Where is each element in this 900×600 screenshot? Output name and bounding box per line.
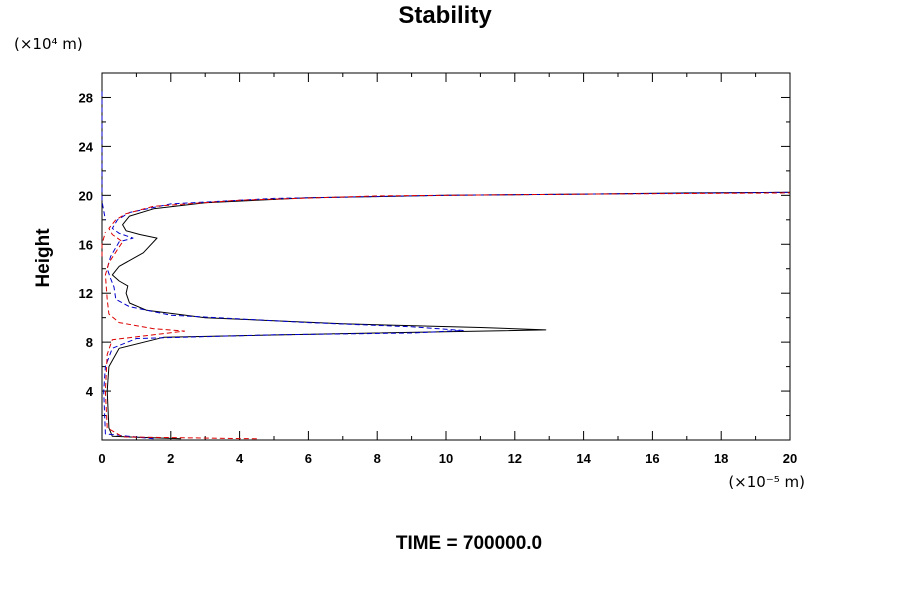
series-line-1 bbox=[106, 191, 791, 440]
x-tick-label: 6 bbox=[305, 451, 312, 466]
x-tick-label: 14 bbox=[576, 451, 591, 466]
x-tick-label: 0 bbox=[98, 451, 105, 466]
x-tick-label: 16 bbox=[645, 451, 659, 466]
y-tick-label: 8 bbox=[86, 335, 93, 350]
x-tick-label: 2 bbox=[167, 451, 174, 466]
x-tick-label: 12 bbox=[508, 451, 522, 466]
series-line-5 bbox=[101, 231, 106, 257]
y-tick-label: 20 bbox=[79, 188, 93, 203]
series-line-3 bbox=[101, 91, 106, 220]
x-tick-label: 4 bbox=[236, 451, 244, 466]
x-tick-label: 8 bbox=[374, 451, 381, 466]
y-tick-label: 4 bbox=[86, 384, 94, 399]
x-tick-label: 18 bbox=[714, 451, 728, 466]
y-tick-label: 24 bbox=[79, 139, 94, 154]
series-group bbox=[101, 91, 791, 440]
series-line-2 bbox=[103, 191, 791, 440]
x-unit-label: (×10⁻⁵ m) bbox=[728, 473, 805, 491]
y-axis-label: Height bbox=[33, 228, 54, 288]
series-line-4 bbox=[104, 192, 791, 440]
chart-title: Stability bbox=[398, 2, 492, 29]
x-tick-label: 10 bbox=[439, 451, 453, 466]
y-tick-label: 28 bbox=[79, 90, 93, 105]
y-unit-label: (×10⁴ m) bbox=[14, 35, 83, 53]
y-tick-label: 16 bbox=[79, 237, 93, 252]
x-tick-label: 20 bbox=[783, 451, 797, 466]
y-tick-label: 12 bbox=[79, 286, 93, 301]
axis-ticks bbox=[101, 73, 791, 440]
time-footer: TIME = 700000.0 bbox=[396, 533, 542, 554]
plot-area bbox=[101, 72, 791, 441]
